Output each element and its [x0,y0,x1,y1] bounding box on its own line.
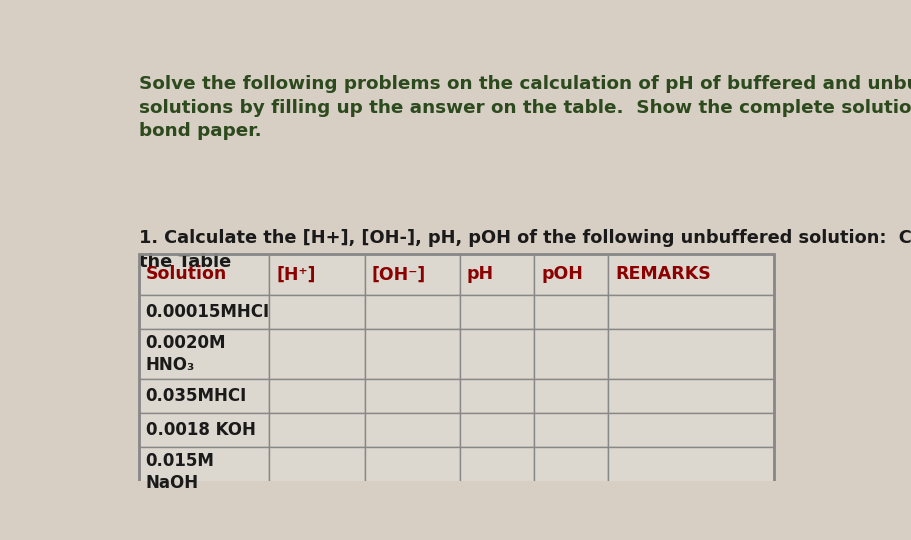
Bar [534,295,609,329]
Bar [534,254,609,295]
Bar [138,254,774,509]
Bar [460,329,534,379]
Bar [534,329,609,379]
Bar [534,379,609,413]
Text: 0.035MHCI: 0.035MHCI [146,387,247,405]
Bar [270,254,364,295]
Text: 0.00015MHCI: 0.00015MHCI [146,303,270,321]
Bar [270,413,364,447]
Text: 0.0018 KOH: 0.0018 KOH [146,421,255,439]
Bar [138,379,270,413]
Bar [138,447,270,497]
Text: pH: pH [466,265,494,284]
Bar [534,447,609,497]
Bar [364,254,460,295]
Text: 0.015M
NaOH: 0.015M NaOH [146,452,214,491]
Bar [138,295,270,329]
Bar [609,413,774,447]
Text: REMARKS: REMARKS [615,265,711,284]
Bar [460,447,534,497]
Bar [609,254,774,295]
Bar [364,379,460,413]
Text: 1. Calculate the [H+], [OH-], pH, pOH of the following unbuffered solution:  Com: 1. Calculate the [H+], [OH-], pH, pOH of… [138,229,911,271]
Bar [270,447,364,497]
Bar [364,329,460,379]
Bar [138,254,270,295]
Bar [609,497,774,509]
Bar [364,413,460,447]
Bar [460,254,534,295]
Bar [460,497,534,509]
Bar [609,379,774,413]
Bar [364,295,460,329]
Bar [460,379,534,413]
Bar [270,379,364,413]
Bar [609,329,774,379]
Text: 0.0020M
HNO₃: 0.0020M HNO₃ [146,334,226,374]
Bar [364,497,460,509]
Bar [534,497,609,509]
Text: Solve the following problems on the calculation of pH of buffered and unbuffered: Solve the following problems on the calc… [138,75,911,140]
Bar [364,447,460,497]
Bar [138,413,270,447]
Bar [609,447,774,497]
Bar [609,295,774,329]
Text: pOH: pOH [541,265,583,284]
Bar [460,413,534,447]
Bar [138,497,270,509]
Bar [270,295,364,329]
Text: [H⁺]: [H⁺] [276,265,316,284]
Bar [138,329,270,379]
Bar [460,295,534,329]
Bar [270,329,364,379]
Bar [534,413,609,447]
Bar [270,497,364,509]
Text: Solution: Solution [146,265,227,284]
Text: [OH⁻]: [OH⁻] [372,265,425,284]
